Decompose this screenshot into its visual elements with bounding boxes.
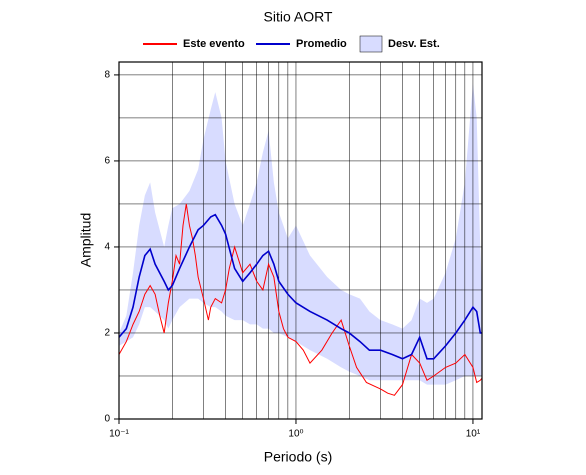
legend-label: Desv. Est. xyxy=(388,38,440,50)
y-tick-label: 0 xyxy=(104,414,110,425)
legend-label: Este evento xyxy=(183,38,245,50)
line xyxy=(119,203,482,396)
x-tick-label: 10¹ xyxy=(466,429,481,440)
y-tick-label: 8 xyxy=(104,70,110,81)
y-tick-label: 4 xyxy=(104,242,110,253)
std-band xyxy=(119,83,482,385)
x-tick-label: 10⁻¹ xyxy=(109,429,129,440)
x-axis-label: Periodo (s) xyxy=(264,449,332,465)
y-tick-label: 2 xyxy=(104,328,110,339)
y-axis-label: Amplitud xyxy=(78,213,94,267)
legend-swatch xyxy=(359,35,383,53)
plot-frame xyxy=(118,61,483,420)
x-tick-label: 10⁰ xyxy=(288,429,303,440)
chart-title: Sitio AORT xyxy=(264,9,333,25)
y-tick-label: 6 xyxy=(104,156,110,167)
legend-label: Promedio xyxy=(296,38,347,50)
line xyxy=(119,213,482,360)
